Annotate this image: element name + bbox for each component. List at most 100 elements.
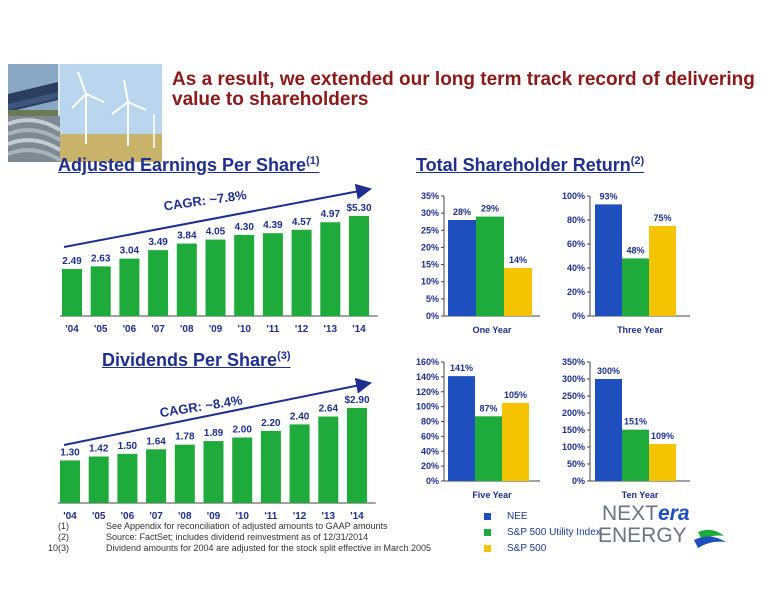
- data-label: 151%: [624, 417, 647, 427]
- bar: [649, 443, 676, 481]
- data-label: 1.64: [146, 436, 166, 447]
- slide-title: As a result, we extended our long term t…: [172, 69, 755, 110]
- y-tick-label: 160%: [416, 357, 439, 367]
- data-label: 4.39: [263, 220, 283, 231]
- bar: [60, 460, 80, 503]
- bar: [320, 222, 341, 316]
- bar: [347, 408, 367, 503]
- y-tick-label: 50%: [567, 459, 585, 469]
- bar: [595, 379, 622, 481]
- page-number: 10: [48, 543, 59, 553]
- bar: [502, 402, 529, 481]
- bar: [90, 266, 111, 316]
- y-tick-label: 0%: [426, 311, 439, 321]
- footnote: (3) Dividend amounts for 2004 are adjuste…: [58, 543, 432, 553]
- solar-panels-image: [8, 64, 58, 116]
- y-tick-label: 20%: [421, 242, 439, 252]
- wind-turbines-image: [60, 64, 162, 162]
- x-tick-label: '08: [178, 511, 192, 522]
- data-label: 1.78: [175, 432, 195, 443]
- eps-cagr-label: CAGR: ~7.8%: [163, 187, 248, 214]
- data-label: 3.49: [148, 237, 168, 248]
- data-label: 3.84: [177, 231, 197, 242]
- x-category-label: Five Year: [472, 490, 512, 500]
- bar: [260, 430, 281, 503]
- bar: [595, 204, 622, 316]
- bar: [146, 449, 167, 503]
- y-tick-label: 0%: [572, 476, 585, 486]
- x-tick-label: '06: [121, 511, 135, 522]
- data-label: 14%: [509, 255, 527, 265]
- y-tick-label: 5%: [426, 294, 439, 304]
- y-tick-label: 80%: [421, 417, 439, 427]
- data-label: 109%: [651, 431, 674, 441]
- legend-swatch: [484, 528, 491, 536]
- x-tick-label: '12: [295, 324, 309, 335]
- tsr-heading: Total Shareholder Return(2): [416, 155, 645, 175]
- data-label: 2.64: [319, 404, 339, 415]
- footnote: (1) See Appendix for reconciliation of ad…: [58, 521, 388, 531]
- data-label: 48%: [626, 245, 644, 255]
- data-label: 2.49: [62, 256, 82, 267]
- x-tick-label: '12: [293, 511, 307, 522]
- industrial-pipes-image: [8, 116, 62, 162]
- data-label: 300%: [597, 366, 620, 376]
- y-tick-label: 100%: [562, 442, 585, 452]
- y-tick-label: 20%: [567, 287, 585, 297]
- bar: [203, 441, 224, 503]
- x-tick-label: '13: [324, 324, 338, 335]
- legend-item-sp500: S&P 500: [484, 540, 601, 556]
- data-label: 4.05: [206, 227, 226, 238]
- y-tick-label: 100%: [562, 191, 585, 201]
- y-tick-label: 300%: [562, 374, 585, 384]
- y-tick-label: 35%: [421, 191, 439, 201]
- footnotes: (1) See Appendix for reconciliation of ad…: [58, 521, 431, 554]
- y-tick-label: 150%: [562, 425, 585, 435]
- nextera-energy-logo: NEXT era ENERGY: [598, 502, 726, 548]
- bar: [649, 226, 676, 316]
- data-label: 4.57: [292, 217, 312, 228]
- x-tick-label: '04: [65, 324, 79, 335]
- dividends-cagr-label: CAGR: ~8.4%: [159, 392, 244, 420]
- bar: [448, 220, 476, 316]
- chart-legend: NEE S&P 500 Utility Index S&P 500: [484, 508, 601, 556]
- bar: [291, 229, 312, 316]
- y-tick-label: 250%: [562, 391, 585, 401]
- y-tick-label: 120%: [416, 387, 439, 397]
- y-tick-label: 20%: [421, 461, 439, 471]
- x-tick-label: '11: [264, 511, 277, 522]
- data-label: 93%: [599, 191, 617, 201]
- y-tick-label: 40%: [567, 263, 585, 273]
- bar: [234, 234, 255, 316]
- eps-chart: CAGR: ~7.8% 2.49 '04 2.63 '05 3.04 '06 3.49 '07…: [60, 183, 378, 335]
- bar: [119, 258, 140, 316]
- data-label: 2.00: [232, 424, 252, 435]
- x-tick-label: '14: [350, 511, 364, 522]
- x-category-label: Three Year: [617, 325, 663, 335]
- x-tick-label: '10: [237, 324, 251, 335]
- x-tick-label: '10: [235, 511, 249, 522]
- tsr-five-year-chart: 0% 20% 40% 60% 80% 100% 120% 140% 160% 141% 87% 105…: [416, 357, 540, 500]
- data-label: 1.30: [60, 447, 80, 458]
- eps-heading: Adjusted Earnings Per Share(1): [58, 155, 320, 175]
- data-label: 3.04: [120, 246, 140, 257]
- data-label: 1.42: [89, 443, 109, 454]
- data-label: 1.89: [204, 428, 224, 439]
- bar: [504, 268, 532, 316]
- tsr-three-year-chart: 0% 20% 40% 60% 80% 100% 93% 48% 75% Three Year: [562, 191, 690, 335]
- eps-cagr-arrow: [63, 183, 372, 248]
- tsr-ten-year-chart: 0% 50% 100% 150% 200% 250% 300% 350% 300% 151% 109…: [562, 357, 690, 500]
- x-tick-label: '07: [149, 511, 163, 522]
- x-tick-label: '06: [123, 324, 137, 335]
- bar: [205, 239, 226, 316]
- x-tick-label: '09: [207, 511, 221, 522]
- y-tick-label: 60%: [421, 431, 439, 441]
- header-photo: [8, 64, 162, 162]
- tsr-one-year-chart: 0% 5% 10% 15% 20% 25% 30% 35% 28% 29% 14% One Year: [421, 191, 540, 335]
- data-label: 141%: [450, 363, 473, 373]
- data-label: 87%: [479, 403, 497, 413]
- y-tick-label: 350%: [562, 357, 585, 367]
- data-label: 4.97: [321, 209, 341, 220]
- legend-item-nee: NEE: [484, 508, 601, 524]
- dividends-heading: Dividends Per Share(3): [102, 350, 291, 370]
